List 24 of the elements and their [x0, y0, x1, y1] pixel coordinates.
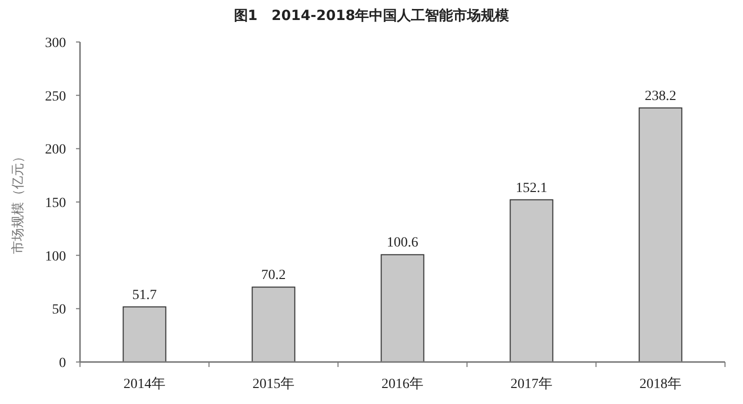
y-axis-title: 市场规模（亿元）: [10, 150, 25, 254]
x-tick-label: 2018年: [640, 376, 682, 392]
x-tick-label: 2016年: [382, 376, 424, 392]
data-label: 100.6: [386, 236, 418, 251]
data-label: 70.2: [261, 268, 286, 284]
x-tick-label: 2015年: [252, 376, 294, 392]
y-tick-label: 0: [59, 356, 66, 371]
bar: [380, 254, 424, 362]
x-tick-label: 2014年: [124, 376, 166, 392]
y-tick-label: 250: [45, 89, 66, 104]
y-tick-label: 300: [45, 36, 66, 51]
y-tick-label: 100: [45, 249, 66, 264]
bar: [638, 107, 682, 362]
data-label: 152.1: [516, 180, 548, 196]
x-tick-label: 2017年: [510, 376, 552, 392]
y-tick-label: 150: [45, 196, 66, 211]
data-label: 51.7: [132, 288, 157, 303]
chart-title: 图1 2014-2018年中国人工智能市场规模: [234, 7, 510, 24]
bar: [510, 199, 554, 362]
bar: [252, 286, 296, 362]
bar: [122, 306, 166, 362]
data-label: 238.2: [644, 88, 676, 104]
y-tick-label: 50: [52, 302, 66, 318]
y-tick-label: 200: [45, 142, 66, 158]
